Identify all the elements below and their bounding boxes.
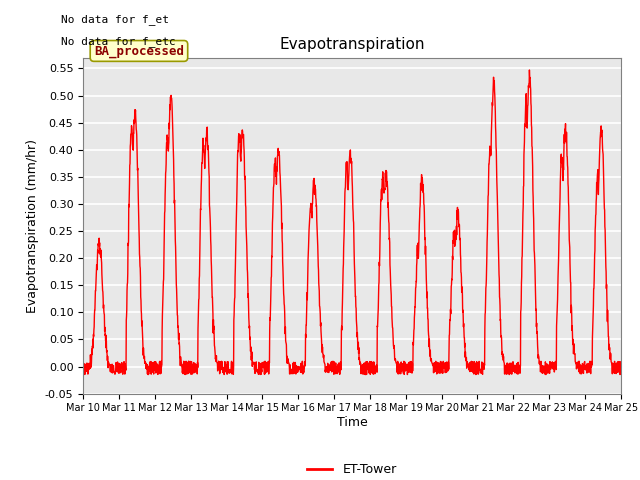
Legend: ET-Tower: ET-Tower: [302, 458, 402, 480]
Text: No data for f_et: No data for f_et: [61, 14, 169, 25]
Text: No data for f_etc: No data for f_etc: [61, 36, 175, 47]
X-axis label: Time: Time: [337, 416, 367, 429]
Title: Evapotranspiration: Evapotranspiration: [279, 37, 425, 52]
Y-axis label: Evapotranspiration (mm/hr): Evapotranspiration (mm/hr): [26, 139, 39, 312]
Text: BA_processed: BA_processed: [94, 44, 184, 58]
